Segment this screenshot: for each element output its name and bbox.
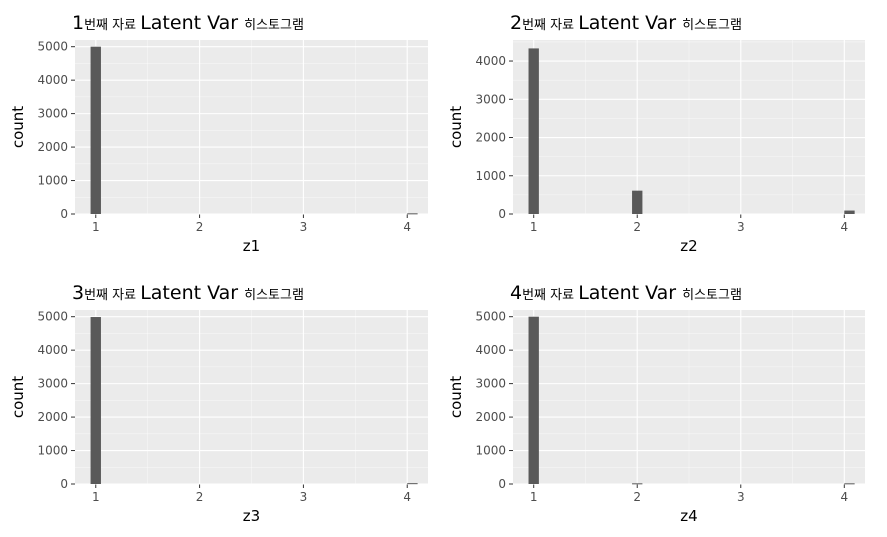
y-tick-label: 3000 (37, 377, 68, 391)
chart-title: 2번째 자료 Latent Var 히스토그램 (510, 12, 742, 34)
x-tick-label: 2 (633, 490, 641, 504)
x-tick-label: 3 (300, 490, 308, 504)
y-tick-label: 2000 (37, 140, 68, 154)
y-tick-label: 0 (498, 207, 506, 221)
histogram-panel-4: 1 2 3 4 0 1000 2000 3000 4000 5000 z4 count 4번째 자료 L… (447, 282, 865, 525)
histogram-bar (90, 317, 101, 484)
x-tick-label: 4 (403, 220, 411, 234)
y-axis-label: count (9, 106, 27, 148)
x-axis-label: z2 (680, 237, 697, 255)
x-tick-label: 4 (840, 490, 848, 504)
x-tick-label: 1 (92, 490, 100, 504)
histogram-bar (528, 48, 539, 215)
x-axis-label: z3 (243, 507, 260, 525)
y-tick-label: 4000 (37, 343, 68, 357)
x-tick-label: 2 (196, 220, 204, 234)
x-tick-label: 2 (196, 490, 204, 504)
y-tick-label: 1000 (475, 169, 506, 183)
x-tick-label: 4 (840, 220, 848, 234)
y-tick-label: 1000 (475, 444, 506, 458)
y-tick-label: 2000 (475, 131, 506, 145)
y-tick-label: 3000 (475, 377, 506, 391)
y-tick-label: 2000 (37, 410, 68, 424)
y-tick-label: 3000 (37, 107, 68, 121)
histogram-panel-1: 1 2 3 4 0 1000 2000 3000 4000 5000 z1 count 1번째 자료 L… (9, 12, 428, 255)
y-tick-label: 4000 (37, 73, 68, 87)
y-tick-label: 5000 (37, 40, 68, 54)
y-tick-label: 1000 (37, 444, 68, 458)
y-tick-label: 5000 (475, 310, 506, 324)
y-tick-label: 0 (498, 477, 506, 491)
y-tick-label: 2000 (475, 410, 506, 424)
x-tick-label: 1 (530, 220, 538, 234)
y-tick-label: 1000 (37, 174, 68, 188)
y-tick-label: 4000 (475, 54, 506, 68)
histogram-bar (632, 190, 643, 214)
histogram-bar (407, 483, 418, 485)
y-axis-label: count (447, 106, 465, 148)
x-tick-label: 2 (633, 220, 641, 234)
histogram-bar (844, 210, 855, 214)
y-axis-label: count (9, 376, 27, 418)
y-tick-label: 0 (60, 477, 68, 491)
x-tick-label: 3 (737, 490, 745, 504)
x-axis-label: z1 (243, 237, 260, 255)
chart-title: 1번째 자료 Latent Var 히스토그램 (72, 12, 304, 34)
x-axis-label: z4 (680, 507, 697, 525)
histogram-panel-2: 1 2 3 4 0 1000 2000 3000 4000 z2 count 2번째 자료 Laten… (447, 12, 865, 255)
histogram-bar (632, 483, 643, 485)
chart-title: 3번째 자료 Latent Var 히스토그램 (72, 282, 304, 304)
y-axis-label: count (447, 376, 465, 418)
x-tick-label: 1 (530, 490, 538, 504)
histogram-bar (844, 483, 855, 485)
y-tick-label: 0 (60, 207, 68, 221)
chart-title: 4번째 자료 Latent Var 히스토그램 (510, 282, 742, 304)
x-tick-label: 3 (737, 220, 745, 234)
histogram-bar (407, 213, 418, 215)
x-tick-label: 4 (403, 490, 411, 504)
histogram-panel-3: 1 2 3 4 0 1000 2000 3000 4000 5000 z3 count 3번째 자료 L… (9, 282, 428, 525)
x-tick-label: 1 (92, 220, 100, 234)
x-tick-label: 3 (300, 220, 308, 234)
y-tick-label: 5000 (37, 310, 68, 324)
y-tick-label: 3000 (475, 92, 506, 106)
histogram-bar (528, 316, 539, 484)
histogram-bar (90, 46, 101, 214)
y-tick-label: 4000 (475, 343, 506, 357)
